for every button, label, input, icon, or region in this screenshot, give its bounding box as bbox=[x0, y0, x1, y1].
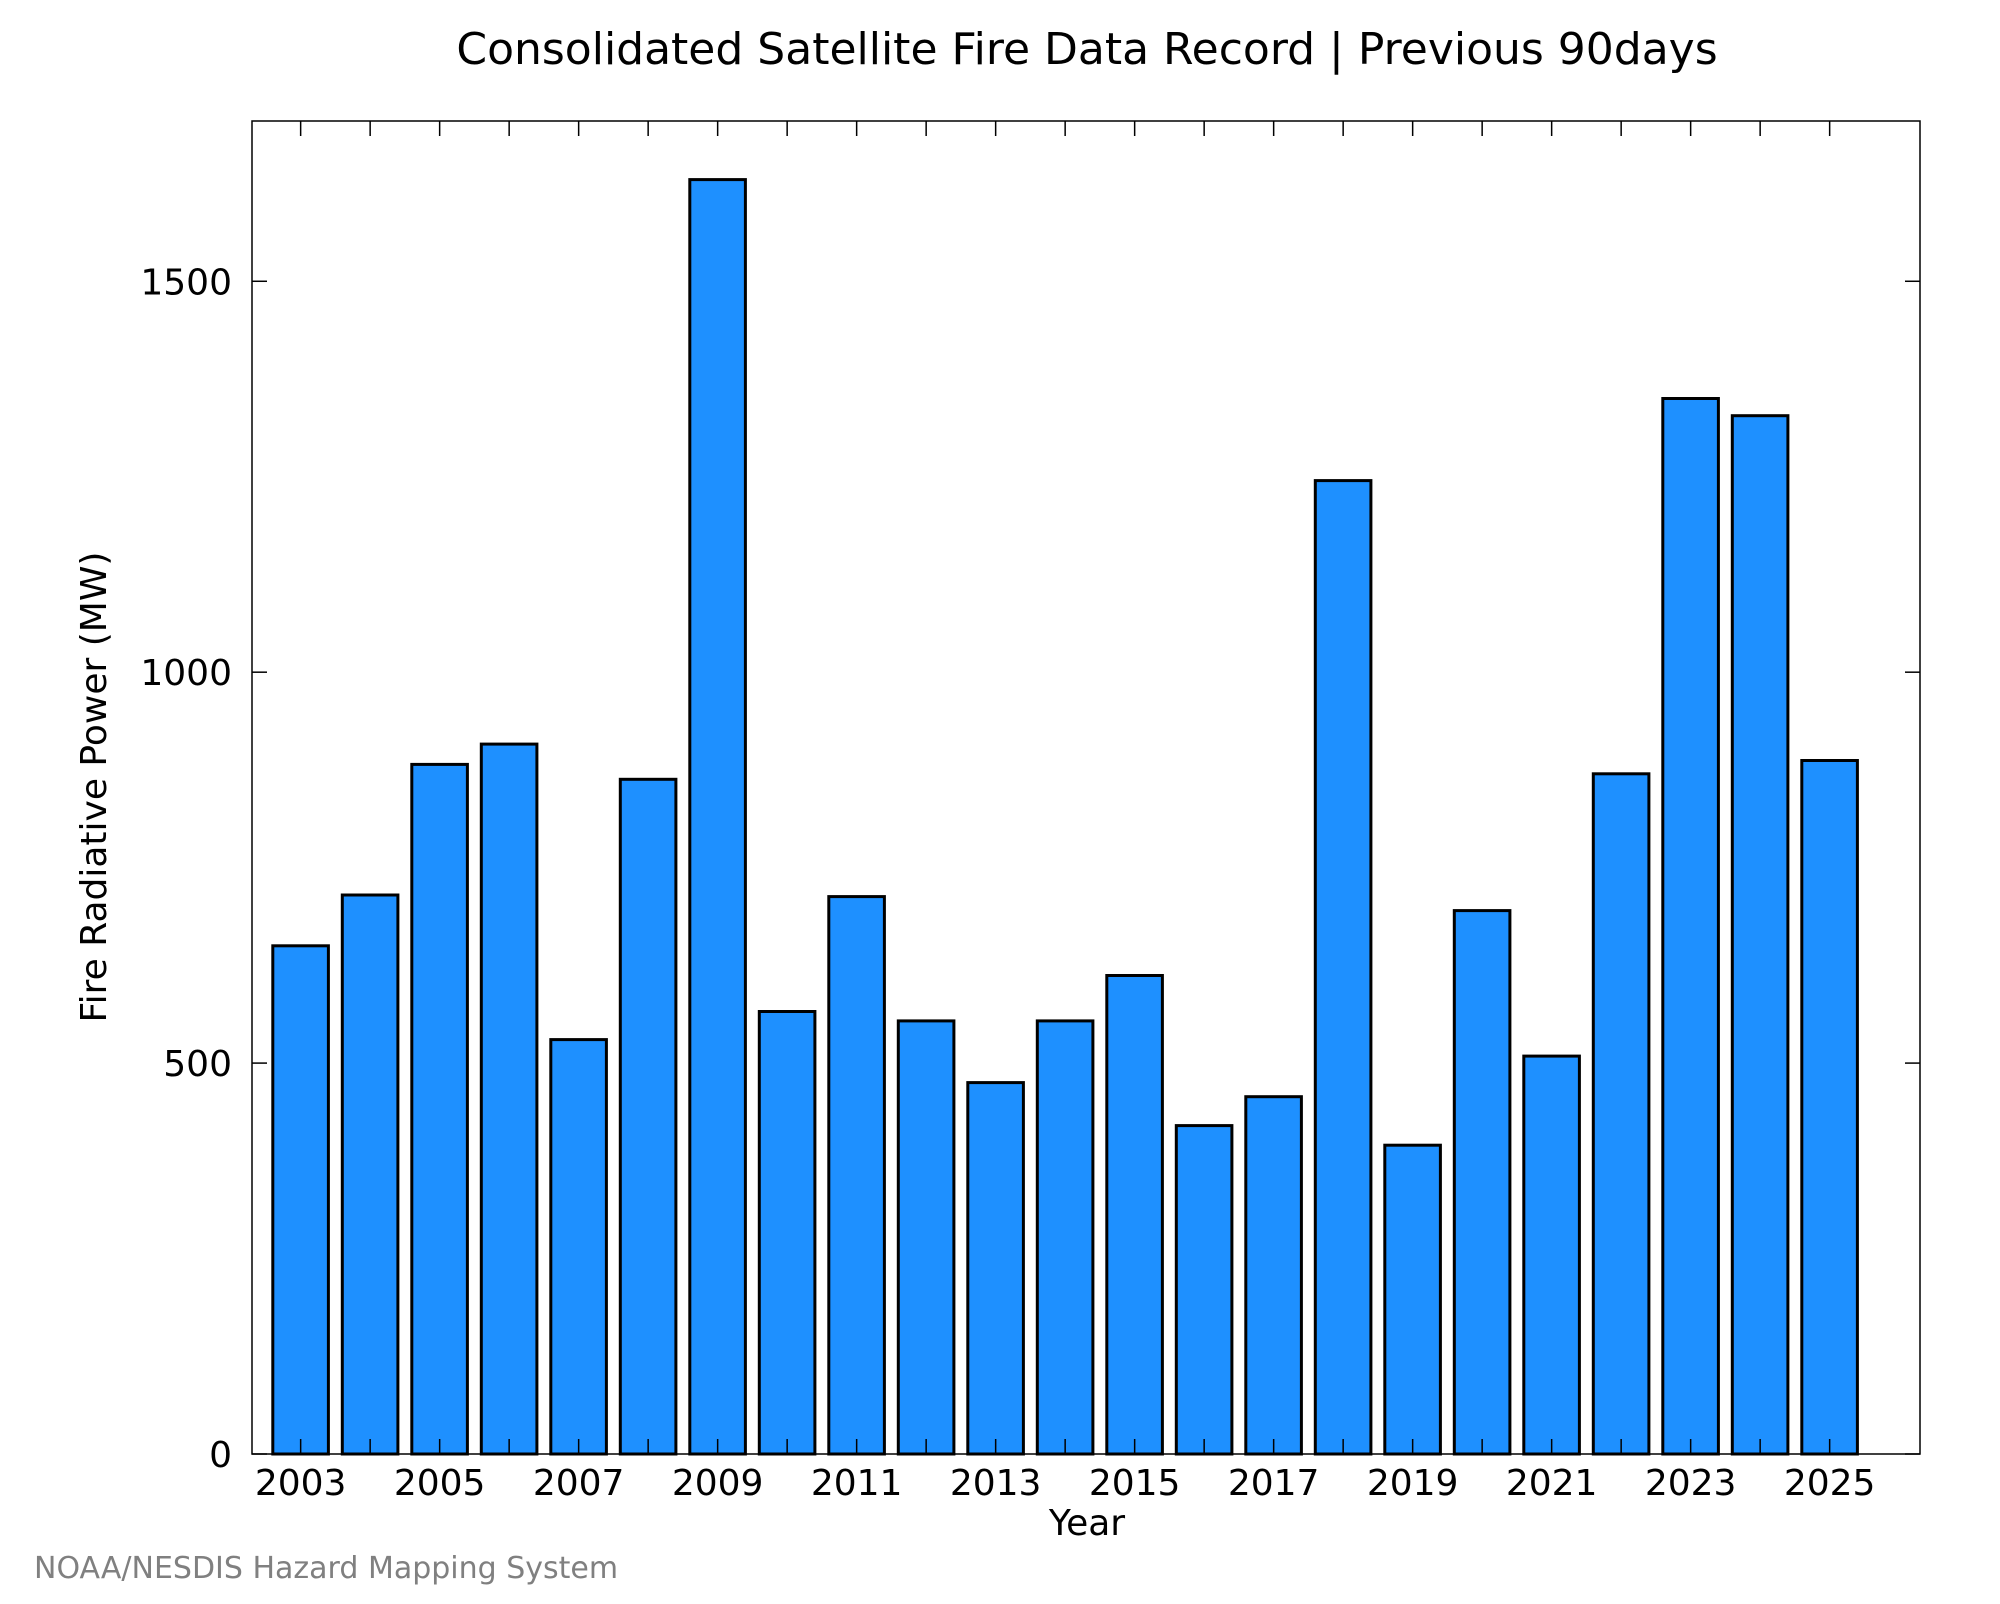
bar-2021 bbox=[1522, 1054, 1581, 1456]
bar-2020 bbox=[1452, 909, 1512, 1456]
x-tick-label: 2019 bbox=[1367, 1463, 1459, 1504]
bar-2010 bbox=[757, 1010, 817, 1456]
y-tick-label: 0 bbox=[209, 1435, 232, 1476]
y-axis-label: Fire Radiative Power (MW) bbox=[74, 552, 115, 1023]
bar-2025 bbox=[1800, 759, 1859, 1456]
bar-2004 bbox=[340, 893, 400, 1456]
bar-2009 bbox=[688, 178, 747, 1456]
x-tick-label: 2023 bbox=[1645, 1463, 1737, 1504]
bar-2012 bbox=[896, 1019, 956, 1456]
chart-title: Consolidated Satellite Fire Data Record … bbox=[456, 24, 1717, 75]
bar-2017 bbox=[1244, 1095, 1303, 1456]
x-tick-label: 2013 bbox=[950, 1463, 1042, 1504]
bar-2024 bbox=[1730, 414, 1790, 1456]
x-tick-label: 2003 bbox=[255, 1463, 347, 1504]
x-axis-label: Year bbox=[1048, 1503, 1125, 1544]
x-axis: 2003 2005 2007 2009 2011 2013 2015 2017 2019 2021… bbox=[255, 121, 1876, 1504]
bar-2018 bbox=[1313, 479, 1373, 1456]
bar-2006 bbox=[479, 742, 539, 1456]
bar-2015 bbox=[1105, 974, 1164, 1456]
bar-2011 bbox=[827, 895, 886, 1456]
x-tick-label: 2007 bbox=[533, 1463, 625, 1504]
bar-2014 bbox=[1035, 1019, 1095, 1456]
bar-2016 bbox=[1174, 1124, 1234, 1456]
credit-text: NOAA/NESDIS Hazard Mapping System bbox=[34, 1551, 618, 1586]
bar-2019 bbox=[1383, 1143, 1442, 1456]
bar-2023 bbox=[1661, 397, 1720, 1456]
y-tick-label: 1500 bbox=[140, 262, 232, 303]
y-axis: 0 500 1000 1500 bbox=[140, 262, 1920, 1476]
bar-2007 bbox=[549, 1038, 608, 1456]
y-tick-label: 1000 bbox=[140, 653, 232, 694]
plot-frame bbox=[251, 120, 1921, 1455]
bar-2008 bbox=[618, 777, 678, 1456]
bars-layer bbox=[271, 178, 1859, 1456]
y-tick-label: 500 bbox=[163, 1044, 232, 1085]
bar-2013 bbox=[966, 1081, 1025, 1456]
x-tick-label: 2017 bbox=[1228, 1463, 1320, 1504]
bar-2005 bbox=[410, 762, 469, 1456]
x-tick-label: 2009 bbox=[672, 1463, 764, 1504]
x-tick-label: 2025 bbox=[1784, 1463, 1876, 1504]
bar-2022 bbox=[1591, 772, 1651, 1456]
x-tick-label: 2015 bbox=[1089, 1463, 1181, 1504]
x-tick-label: 2011 bbox=[811, 1463, 903, 1504]
bar-2003 bbox=[271, 944, 330, 1456]
x-tick-label: 2005 bbox=[394, 1463, 486, 1504]
x-tick-label: 2021 bbox=[1506, 1463, 1598, 1504]
